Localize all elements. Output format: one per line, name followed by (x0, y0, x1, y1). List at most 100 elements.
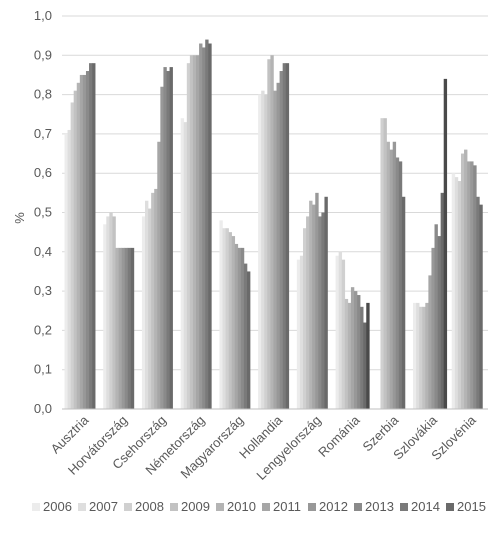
bar (112, 216, 116, 409)
bar (302, 228, 307, 409)
bar (296, 259, 301, 409)
bar (434, 224, 438, 409)
y-tick-label: 0,5 (34, 205, 52, 220)
bar (398, 161, 403, 409)
legend-swatch (262, 503, 270, 511)
bar (89, 63, 93, 409)
legend-swatch (354, 503, 362, 511)
bar (460, 153, 465, 409)
bar (64, 133, 68, 409)
bar (273, 90, 277, 410)
y-tick-label: 0,3 (34, 283, 52, 298)
bar (282, 63, 287, 409)
bar (443, 78, 448, 409)
bar (130, 247, 135, 409)
y-axis-label: % (12, 212, 27, 224)
bar (312, 204, 316, 409)
y-tick-label: 0,9 (34, 47, 52, 62)
bar (157, 141, 161, 409)
bar (222, 228, 226, 409)
y-tick-label: 0,7 (34, 126, 52, 141)
bar (299, 255, 304, 409)
bar (413, 302, 417, 409)
bar (85, 71, 90, 410)
legend-swatch (78, 503, 86, 511)
legend-swatch (400, 503, 408, 511)
bar (243, 263, 248, 409)
bar (225, 228, 229, 409)
bar (366, 302, 370, 409)
bar (240, 247, 245, 409)
y-tick-label: 0,0 (34, 401, 52, 416)
bar (208, 43, 212, 409)
bar (422, 306, 426, 409)
bar (419, 306, 423, 409)
bar (416, 302, 420, 409)
bar (169, 67, 173, 409)
y-tick-label: 0,4 (34, 244, 52, 259)
bar (347, 302, 352, 409)
bar (467, 161, 471, 409)
category-label: Románia (315, 412, 363, 460)
bar (205, 39, 209, 409)
bar (92, 63, 96, 409)
y-tick-label: 0,8 (34, 87, 52, 102)
legend-swatch (446, 503, 454, 511)
bar (141, 216, 146, 409)
bar (473, 165, 477, 409)
bar (163, 67, 167, 409)
bar (106, 216, 110, 409)
bar (324, 196, 328, 409)
bar (440, 192, 445, 409)
bar (166, 71, 170, 410)
bar (309, 200, 313, 409)
bar (67, 129, 71, 409)
bar (124, 247, 129, 409)
bar (234, 243, 239, 409)
bar (196, 55, 200, 410)
legend-swatch (32, 503, 40, 511)
legend-swatch (124, 503, 132, 511)
bar (183, 122, 188, 410)
bar (476, 196, 480, 409)
bar (350, 287, 355, 409)
bar (457, 181, 462, 409)
bar (115, 247, 119, 409)
bar (306, 216, 310, 409)
bar (341, 259, 346, 409)
bar (270, 55, 274, 410)
bar (151, 192, 155, 409)
bar (189, 55, 194, 410)
legend-label: 2013 (365, 499, 394, 514)
bar (228, 232, 232, 409)
legend-label: 2008 (135, 499, 164, 514)
bar (380, 118, 384, 410)
bar (258, 94, 262, 409)
bars (64, 39, 483, 410)
bar (199, 43, 203, 409)
bar (318, 216, 322, 409)
bar (82, 74, 87, 409)
bar (464, 149, 468, 409)
bar (145, 200, 149, 409)
y-tick-label: 1,0 (34, 8, 52, 23)
y-axis-ticks: 0,0 0,1 0,2 0,3 0,4 0,5 0,6 0,7 0,8 0,9 1,0 (34, 8, 52, 416)
bar (154, 188, 158, 409)
bar (454, 177, 459, 409)
bar (73, 90, 78, 410)
y-tick-label: 0,2 (34, 322, 52, 337)
legend-label: 2010 (227, 499, 256, 514)
category-labels: AusztriaHorvátországCsehországNémetorszá… (48, 412, 480, 483)
bar (279, 71, 283, 410)
bar (315, 192, 319, 409)
bar (425, 302, 429, 409)
bar (285, 63, 290, 409)
bar (219, 220, 223, 409)
y-tick-label: 0,1 (34, 362, 52, 377)
bar (479, 204, 483, 409)
bar (186, 63, 191, 409)
bar (276, 82, 280, 409)
legend-swatch (170, 503, 178, 511)
bar (103, 224, 107, 409)
bar (335, 255, 339, 409)
